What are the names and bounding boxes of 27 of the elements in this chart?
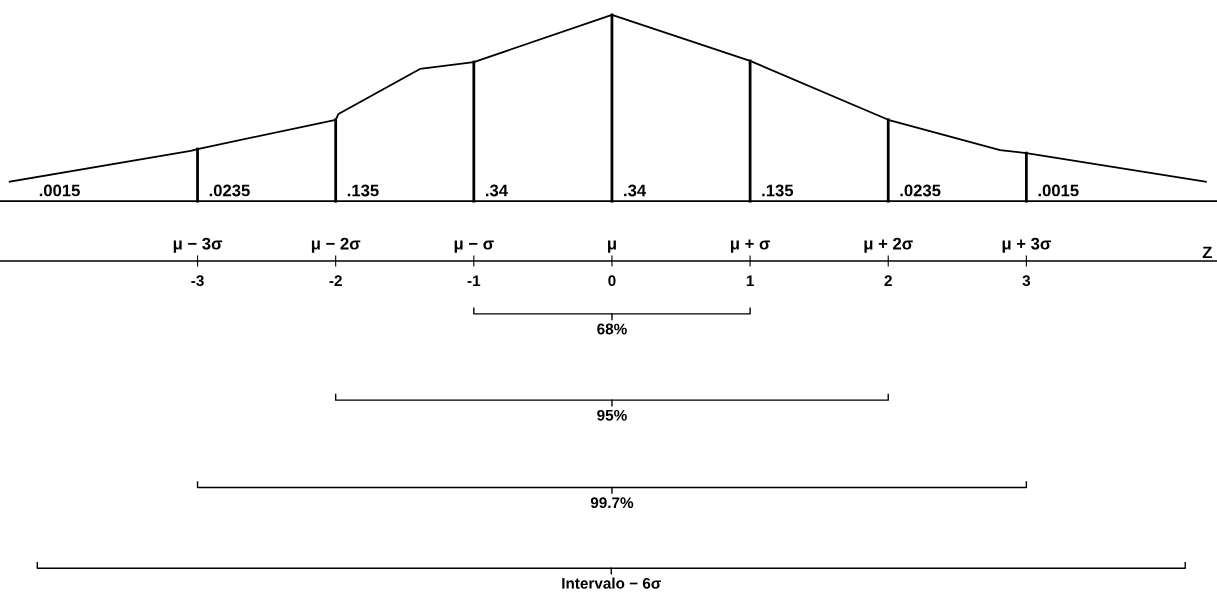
text: 95% <box>597 409 627 421</box>
x2-tick-label: μ + σ <box>730 239 771 253</box>
annotation: .0235 <box>900 184 941 197</box>
annotation: .0235 <box>209 184 250 197</box>
annotation: .0015 <box>1038 184 1079 197</box>
x2-tick-label: μ − σ <box>454 240 494 253</box>
annotation: .0015 <box>39 184 80 197</box>
x-tick-label: -3 <box>191 275 204 287</box>
text: 99.7% <box>590 497 634 509</box>
x-tick-label: 1 <box>746 275 754 286</box>
text: 68% <box>597 323 627 335</box>
x2-tick-label: μ + 2σ <box>864 237 913 253</box>
x-tick-label: -2 <box>329 275 342 286</box>
x2-tick-label: μ <box>608 240 616 253</box>
x2-tick-label: μ + 3σ <box>1002 237 1051 253</box>
annotation: .34 <box>486 184 508 197</box>
annotation: .34 <box>624 184 647 197</box>
x-tick-label: -1 <box>467 275 481 286</box>
x-tick-label: 2 <box>884 275 892 286</box>
x-tick-label: 0 <box>608 275 616 287</box>
x2-tick-label: μ − 2σ <box>311 237 361 253</box>
x-tick-label: 3 <box>1022 275 1031 287</box>
x-axis-title: Z <box>1202 246 1212 259</box>
x2-tick-label: μ − 3σ <box>173 237 223 253</box>
annotation: .135 <box>762 184 794 197</box>
annotation: .135 <box>347 184 379 197</box>
text: Intervalo − 6σ <box>562 577 661 589</box>
